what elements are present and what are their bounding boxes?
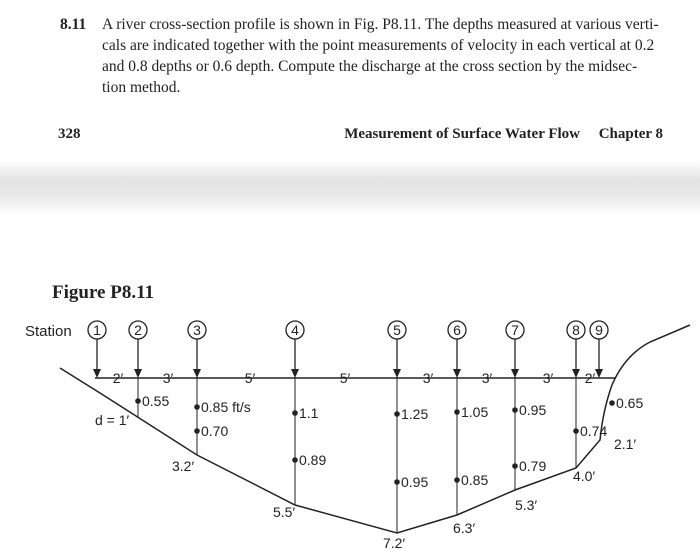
velocity-point	[292, 410, 298, 416]
velocity-point	[394, 411, 400, 417]
page-number: 328	[58, 126, 81, 142]
velocity-label: 0.85	[461, 472, 488, 488]
velocity-point	[573, 428, 579, 434]
velocity-label: 0.79	[519, 458, 546, 474]
running-title: Measurement of Surface Water Flow	[344, 126, 580, 142]
velocity-label: 1.1	[299, 405, 319, 421]
velocity-label: 0.70	[201, 423, 228, 439]
station-number: 2	[134, 322, 142, 338]
depth-label: 7.2′	[383, 535, 405, 551]
depth-label: 3.2′	[172, 458, 194, 474]
problem-line: A river cross-section profile is shown i…	[102, 16, 659, 33]
problem: 8.11 A river cross-section profile is sh…	[60, 14, 670, 98]
problem-number: 8.11	[60, 16, 87, 33]
velocity-point	[512, 463, 518, 469]
station-number: 8	[572, 322, 580, 338]
station-number: 5	[393, 322, 401, 338]
station-number: 9	[595, 322, 603, 338]
arrow-head	[572, 369, 580, 378]
spacing-label: 2′	[585, 370, 596, 386]
station-label: Station	[25, 323, 72, 340]
station-number: 4	[291, 322, 299, 338]
depth-label: 5.5′	[273, 504, 295, 520]
spacing-label: 3′	[482, 370, 493, 386]
depth-label: d = 1′	[95, 412, 130, 428]
velocity-point	[454, 409, 460, 415]
depth-label: 5.3′	[515, 497, 537, 513]
velocity-label: 0.95	[519, 402, 546, 418]
problem-line: cals are indicated together with the poi…	[102, 37, 655, 54]
arrow-head	[393, 369, 401, 378]
problem-line: tion method.	[102, 79, 181, 96]
velocity-label: 0.89	[299, 452, 326, 468]
velocity-label: 0.55	[142, 393, 169, 409]
problem-text: A river cross-section profile is shown i…	[60, 14, 670, 98]
spacing-label: 3′	[543, 370, 554, 386]
arrow-head	[291, 369, 299, 378]
page-gap	[0, 160, 700, 215]
arrow-head	[453, 369, 461, 378]
arrow-head	[193, 369, 201, 378]
spacing-label: 2′	[113, 370, 124, 386]
arrow-head	[595, 369, 603, 378]
river-bed	[59, 324, 691, 534]
station-number: 6	[453, 322, 461, 338]
station-number: 1	[93, 322, 101, 338]
arrow-head	[511, 369, 519, 378]
chapter: Chapter 8	[599, 126, 663, 142]
velocity-point	[609, 400, 615, 406]
spacing-label: 3′	[423, 370, 434, 386]
velocity-label: 0.95	[401, 474, 428, 490]
problem-line: and 0.8 depths or 0.6 depth. Compute the…	[102, 58, 638, 75]
velocity-point	[292, 457, 298, 463]
spacing-label: 3′	[163, 370, 174, 386]
velocity-label: 1.05	[461, 404, 488, 420]
velocity-point	[394, 479, 400, 485]
depth-label: 2.1′	[614, 436, 636, 452]
depth-label: 6.3′	[453, 520, 475, 536]
velocity-label: 0.74	[580, 423, 607, 439]
velocity-point	[454, 477, 460, 483]
spacing-label: 5′	[340, 370, 351, 386]
velocity-label: 0.65	[616, 395, 643, 411]
arrow-head	[93, 369, 101, 378]
depth-label: 4.0′	[573, 468, 595, 484]
velocity-point	[135, 398, 141, 404]
velocity-point	[194, 404, 200, 410]
figure-title: Figure P8.11	[52, 282, 154, 303]
station-number: 3	[193, 322, 201, 338]
station-number: 7	[511, 322, 519, 338]
spacing-label: 5′	[245, 370, 256, 386]
velocity-point	[194, 428, 200, 434]
velocity-label: 1.25	[401, 406, 428, 422]
arrow-head	[134, 369, 142, 378]
velocity-point	[512, 407, 518, 413]
velocity-label: 0.85 ft/s	[201, 399, 251, 415]
